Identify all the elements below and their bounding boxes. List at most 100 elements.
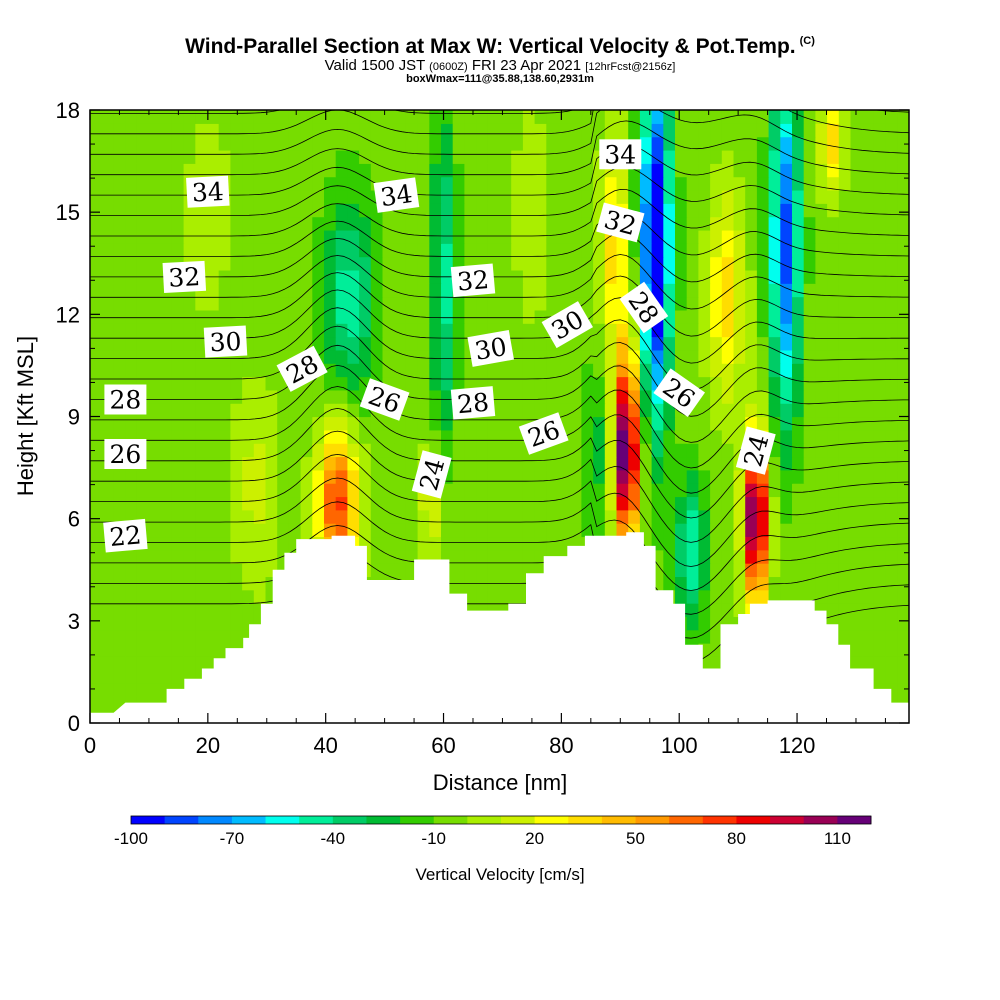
velocity-cell <box>897 176 909 191</box>
velocity-cell <box>873 643 887 657</box>
velocity-cell <box>850 309 863 324</box>
velocity-cell <box>721 563 735 578</box>
velocity-cell <box>850 149 863 164</box>
velocity-cell <box>487 110 501 124</box>
velocity-cell <box>862 376 875 391</box>
velocity-cell <box>148 536 161 551</box>
velocity-cell <box>183 456 196 471</box>
velocity-cell <box>780 509 793 524</box>
velocity-cell <box>897 283 909 298</box>
velocity-cell <box>300 203 313 218</box>
velocity-cell <box>569 376 582 391</box>
velocity-cell <box>160 629 173 644</box>
velocity-cell <box>558 496 571 511</box>
velocity-cell <box>218 296 231 311</box>
velocity-cell <box>125 123 138 138</box>
velocity-cell <box>441 509 454 524</box>
velocity-cell <box>651 336 664 351</box>
velocity-cell <box>452 323 465 338</box>
velocity-cell <box>850 283 863 298</box>
velocity-cell <box>125 336 138 351</box>
velocity-cell <box>897 189 909 204</box>
velocity-cell <box>253 283 267 298</box>
velocity-cell <box>534 496 547 511</box>
velocity-cell <box>136 256 150 271</box>
velocity-cell <box>710 203 723 218</box>
velocity-cell <box>581 349 594 364</box>
velocity-cell <box>792 269 805 284</box>
velocity-cell <box>452 163 465 178</box>
velocity-cell <box>113 243 126 258</box>
velocity-cell <box>394 349 407 364</box>
velocity-cell <box>101 416 114 431</box>
velocity-cell <box>885 203 898 218</box>
velocity-cell <box>101 323 114 338</box>
velocity-cell <box>721 349 735 364</box>
velocity-cell <box>347 336 360 351</box>
velocity-cell <box>558 456 571 471</box>
velocity-cell <box>663 549 676 564</box>
velocity-cell <box>593 176 606 191</box>
velocity-cell <box>347 323 360 338</box>
velocity-cell <box>136 176 150 191</box>
velocity-cell <box>183 376 196 391</box>
velocity-cell <box>499 483 512 498</box>
velocity-cell <box>756 283 770 298</box>
velocity-cell <box>125 309 138 324</box>
velocity-cell <box>242 110 255 124</box>
velocity-cell <box>487 509 501 524</box>
velocity-cell <box>675 443 688 458</box>
velocity-cell <box>850 110 863 124</box>
velocity-cell <box>207 229 220 244</box>
velocity-cell <box>593 496 606 511</box>
velocity-cell <box>768 323 781 338</box>
velocity-cell <box>171 243 185 258</box>
velocity-cell <box>476 243 489 258</box>
velocity-cell <box>125 216 138 231</box>
velocity-cell <box>733 163 746 178</box>
velocity-cell <box>885 363 898 378</box>
velocity-cell <box>745 296 758 311</box>
velocity-cell <box>277 469 290 484</box>
velocity-cell <box>733 296 746 311</box>
velocity-cell <box>101 176 114 191</box>
velocity-cell <box>675 576 688 591</box>
velocity-cell <box>756 403 770 418</box>
velocity-cell <box>382 123 395 138</box>
velocity-cell <box>639 163 653 178</box>
velocity-cell <box>780 456 793 471</box>
velocity-cell <box>125 243 138 258</box>
velocity-cell <box>546 363 559 378</box>
velocity-cell <box>569 229 582 244</box>
velocity-cell <box>616 309 629 324</box>
velocity-cell <box>405 403 419 418</box>
velocity-cell <box>827 349 840 364</box>
velocity-cell <box>160 136 173 151</box>
velocity-cell <box>300 229 313 244</box>
velocity-cell <box>113 256 126 271</box>
velocity-cell <box>733 389 746 404</box>
velocity-cell <box>476 296 489 311</box>
colorbar-swatch <box>568 816 603 824</box>
velocity-cell <box>405 323 419 338</box>
velocity-cell <box>90 456 103 471</box>
velocity-cell <box>207 123 220 138</box>
velocity-cell <box>639 123 653 138</box>
velocity-cell <box>417 509 430 524</box>
velocity-cell <box>827 589 840 604</box>
velocity-cell <box>651 483 664 498</box>
velocity-cell <box>546 216 559 231</box>
velocity-cell <box>499 110 512 124</box>
velocity-cell <box>534 336 547 351</box>
velocity-cell <box>558 363 571 378</box>
velocity-cell <box>686 536 699 551</box>
velocity-cell <box>815 283 828 298</box>
velocity-cell <box>195 163 208 178</box>
velocity-cell <box>160 443 173 458</box>
velocity-cell <box>604 189 618 204</box>
velocity-cell <box>686 216 699 231</box>
velocity-cell <box>686 243 699 258</box>
velocity-cell <box>756 309 770 324</box>
velocity-cell <box>885 309 898 324</box>
velocity-cell <box>347 163 360 178</box>
